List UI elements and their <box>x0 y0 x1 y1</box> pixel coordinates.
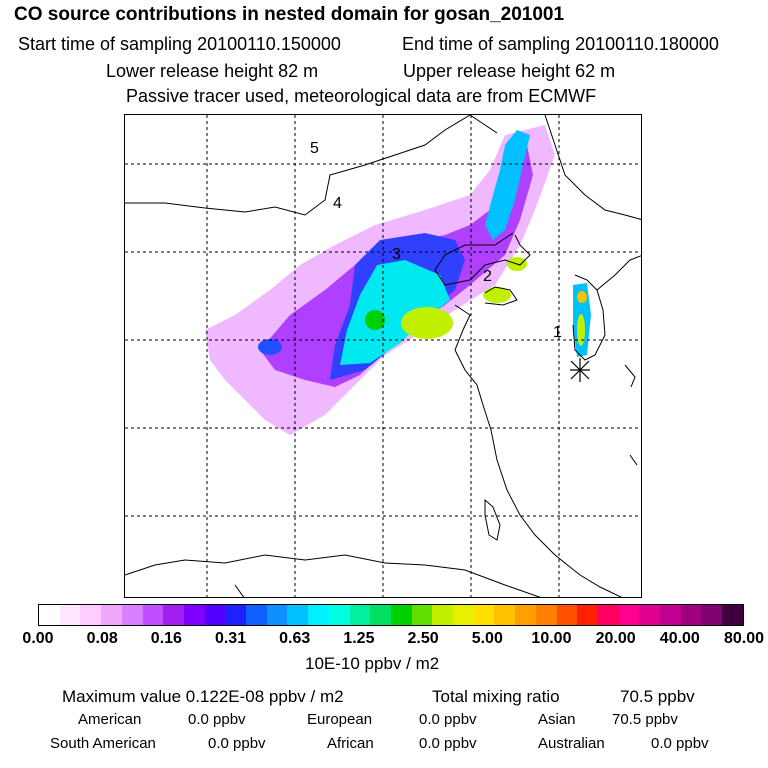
australian-value: 0.0 ppbv <box>651 735 709 752</box>
australian-label: Australian <box>538 735 605 752</box>
colorbar-segment <box>121 605 143 625</box>
sampling-end: End time of sampling 20100110.180000 <box>402 34 719 54</box>
colorbar-segment <box>453 605 474 625</box>
colorbar-tick-label: 10.00 <box>531 630 572 647</box>
colorbar-units: 10E-10 ppbv / m2 <box>305 654 440 673</box>
colorbar-segment <box>680 605 702 625</box>
map-canvas: 1 2 3 4 5 <box>125 115 641 597</box>
colorbar-segment <box>225 605 247 625</box>
colorbar-segment <box>411 605 433 625</box>
colorbar-tick-label: 0.31 <box>214 630 247 647</box>
colorbar-segment <box>163 605 184 625</box>
colorbar-segment <box>328 605 350 625</box>
map-panel: 1 2 3 4 5 <box>124 114 642 598</box>
colorbar-tick-label: 0.00 <box>22 630 54 647</box>
lower-release-height: Lower release height 82 m <box>106 61 319 81</box>
colorbar-segment <box>577 605 598 625</box>
european-label: European <box>307 711 373 728</box>
colorbar-segment <box>59 605 81 625</box>
sampling-start: Start time of sampling 20100110.150000 <box>18 34 341 54</box>
total-mixing-value: 70.5 ppbv <box>620 687 695 706</box>
colorbar-tick-label: 0.08 <box>86 630 118 647</box>
plume-korea-core <box>577 314 585 346</box>
plot-title: CO source contributions in nested domain… <box>14 4 565 25</box>
asian-label: Asian <box>538 711 576 728</box>
colorbar-segment <box>39 605 60 625</box>
max-value: Maximum value 0.122E-08 ppbv / m2 <box>62 687 344 706</box>
plume-core-2 <box>365 310 385 330</box>
colorbar-tick-label: 80.00 <box>723 630 765 647</box>
colorbar-segment <box>349 605 371 625</box>
colorbar-segment <box>473 605 495 625</box>
coastlines <box>125 115 641 597</box>
colorbar-segment <box>266 605 288 625</box>
colorbar-segment <box>80 605 102 625</box>
trajectory-label: 4 <box>333 195 342 212</box>
colorbar-segment <box>639 605 661 625</box>
colorbar-segment <box>370 605 391 625</box>
plume-hotspot-shandong <box>483 287 511 303</box>
colorbar-segment <box>204 605 226 625</box>
colorbar-segment <box>494 605 516 625</box>
colorbar-tick-label: 0.16 <box>150 630 182 647</box>
plume-cyan <box>340 260 450 365</box>
colorbar-tick-label: 0.63 <box>279 630 311 647</box>
trajectory-label: 2 <box>483 268 492 285</box>
plume-west-spot <box>258 339 282 355</box>
grid-lines <box>125 115 641 597</box>
colorbar-tick-label: 20.00 <box>595 630 636 647</box>
upper-release-height: Upper release height 62 m <box>403 61 616 81</box>
colorbar-segment <box>556 605 578 625</box>
african-label: African <box>327 735 374 752</box>
colorbar-tick-label: 1.25 <box>343 630 375 647</box>
colorbar-segment <box>597 605 619 625</box>
total-mixing-label: Total mixing ratio <box>432 687 560 706</box>
colorbar-segment <box>142 605 164 625</box>
south-american-label: South American <box>50 735 156 752</box>
american-value: 0.0 ppbv <box>188 711 246 728</box>
colorbar-segment <box>432 605 454 625</box>
colorbar-segment <box>515 605 536 625</box>
asian-value: 70.5 ppbv <box>612 711 678 728</box>
colorbar-segment <box>535 605 557 625</box>
plume-field <box>205 125 591 435</box>
colorbar-segment <box>618 605 640 625</box>
colorbar-segment <box>101 605 122 625</box>
south-american-value: 0.0 ppbv <box>208 735 266 752</box>
plume-core <box>401 307 453 339</box>
trajectory-label: 3 <box>392 246 401 263</box>
american-label: American <box>78 711 142 728</box>
trajectory-label: 5 <box>310 140 319 157</box>
colorbar-segment <box>722 605 743 625</box>
colorbar-tick-label: 5.00 <box>471 630 503 647</box>
colorbar-segment <box>308 605 329 625</box>
colorbar-segment <box>246 605 267 625</box>
colorbar-segment <box>183 605 205 625</box>
colorbar <box>38 604 744 626</box>
european-value: 0.0 ppbv <box>419 711 477 728</box>
colorbar-tick-label: 2.50 <box>407 630 439 647</box>
colorbar-segment <box>660 605 681 625</box>
colorbar-tick-label: 40.00 <box>659 630 700 647</box>
plume-north-arm <box>485 130 530 240</box>
tracer-info: Passive tracer used, meteorological data… <box>126 86 597 106</box>
receptor-asterisk-icon <box>570 358 590 382</box>
plume-korea-peak <box>577 291 587 303</box>
colorbar-segment <box>287 605 309 625</box>
colorbar-segment <box>701 605 723 625</box>
colorbar-segment <box>390 605 412 625</box>
trajectory-label: 1 <box>553 324 562 341</box>
african-value: 0.0 ppbv <box>419 735 477 752</box>
